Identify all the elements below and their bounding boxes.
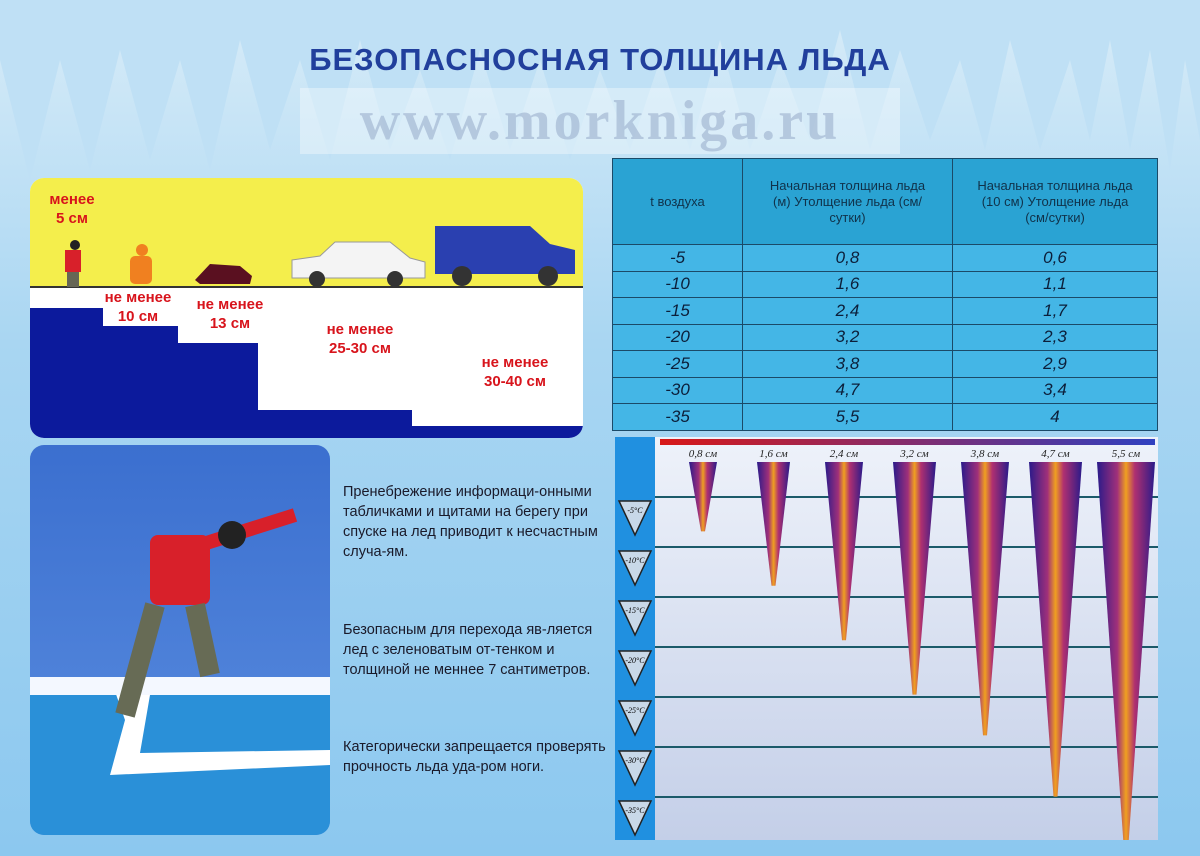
table-header-row: t воздуха Начальная толщина льда (м) Уто… <box>612 158 1158 245</box>
icicle-thickness-label: 1,6 см <box>759 448 787 460</box>
temperature-marker-icon <box>617 800 653 837</box>
table-row: -15 2,4 1,7 <box>612 297 1158 325</box>
table-cell: -25 <box>612 350 743 378</box>
thickness-label-13: не менее 13 см <box>196 296 264 332</box>
table-cell: 4,7 <box>742 376 953 404</box>
temperature-marker-icon <box>617 600 653 637</box>
table-cell: 3,2 <box>742 323 953 351</box>
paragraph-warning-signs: Пренебрежение информаци-онными табличкам… <box>343 484 598 560</box>
table-cell: -15 <box>612 297 743 325</box>
icicle-bar <box>689 462 717 532</box>
table-cell: 1,7 <box>952 297 1158 325</box>
icicle-bar <box>1029 462 1082 797</box>
icicle-thickness-label: 4,7 см <box>1041 448 1069 460</box>
icicle-bar <box>893 462 936 695</box>
paragraph-no-kick-test: Категорически запрещается проверять проч… <box>343 739 606 775</box>
snowmobile-icon <box>195 264 252 284</box>
table-row: -20 3,2 2,3 <box>612 323 1158 351</box>
person-falling-through-ice-icon <box>65 240 81 287</box>
table-row: -35 5,5 4 <box>612 403 1158 431</box>
table-cell: 4 <box>952 403 1158 431</box>
icicle-bar <box>1097 462 1155 840</box>
table-cell: 3,8 <box>742 350 953 378</box>
icicle-bar <box>961 462 1009 736</box>
icicle-thickness-label: 0,8 см <box>689 448 717 460</box>
icicle-bar <box>825 462 863 641</box>
thickness-label-30-40: не менее 30-40 см <box>481 354 549 390</box>
ice-thickness-scale-panel: менее 5 см не менее 10 см не менее 13 см не… <box>30 178 583 438</box>
paragraph-safe-ice: Безопасным для перехода яв-ляется лед с … <box>343 622 593 678</box>
icicle-bar <box>757 462 790 586</box>
table-cell: 1,6 <box>742 270 953 298</box>
table-cell: 2,4 <box>742 297 953 325</box>
temperature-marker-icon <box>617 650 653 687</box>
table-cell: 0,8 <box>742 244 953 272</box>
ice-fisherman-icon <box>130 244 152 284</box>
table-row: -10 1,6 1,1 <box>612 270 1158 298</box>
table-row: -5 0,8 0,6 <box>612 244 1158 272</box>
temperature-label: -20°C <box>625 656 645 665</box>
page-title: БЕЗОПАСНОСНАЯ ТОЛЩИНА ЛЬДА <box>309 42 891 77</box>
temperature-label: -15°C <box>625 606 645 615</box>
temperature-marker-icon <box>617 700 653 737</box>
table-cell: -20 <box>612 323 743 351</box>
icicle-thickness-label: 5,5 см <box>1112 448 1140 460</box>
thickness-label-25-30: не менее 25-30 см <box>326 321 394 357</box>
table-cell: -35 <box>612 403 743 431</box>
watermark: www.morkniga.ru <box>300 88 900 154</box>
table-cell: -5 <box>612 244 743 272</box>
temperature-label: -5°C <box>627 506 643 515</box>
table-cell: 0,6 <box>952 244 1158 272</box>
icicle-growth-chart: -5°C -10°C -15°C -20°C -25°C -30°C -35°C 0,8 см… <box>615 437 1158 840</box>
temperature-marker-icon <box>617 500 653 537</box>
car-icon <box>291 241 426 287</box>
ice-growth-table: t воздуха Начальная толщина льда (м) Уто… <box>612 158 1158 431</box>
temperature-label: -25°C <box>625 706 645 715</box>
temperature-label: -10°C <box>625 556 645 565</box>
col-header-temp: t воздуха <box>612 158 743 245</box>
table-cell: 1,1 <box>952 270 1158 298</box>
icicle-thickness-label: 3,8 см <box>970 448 999 460</box>
temperature-marker-icon <box>617 750 653 787</box>
person-on-ice-illustration <box>30 445 330 835</box>
icicle-thickness-label: 3,2 см <box>899 448 928 460</box>
thickness-label-10: не менее 10 см <box>104 289 172 325</box>
thickness-label-less-5: менее 5 см <box>49 191 95 227</box>
table-cell: -30 <box>612 376 743 404</box>
table-row: -30 4,7 3,4 <box>612 376 1158 404</box>
col-header-initial-10cm: Начальная толщина льда (10 см) Утолщение… <box>952 158 1158 245</box>
table-cell: 3,4 <box>952 376 1158 404</box>
table-row: -25 3,8 2,9 <box>612 350 1158 378</box>
table-cell: -10 <box>612 270 743 298</box>
temperature-marker-icon <box>617 550 653 587</box>
temperature-label: -35°C <box>625 806 645 815</box>
temperature-label: -30°C <box>625 756 645 765</box>
col-header-initial-m: Начальная толщина льда (м) Утолщение льд… <box>742 158 953 245</box>
icicle-thickness-label: 2,4 см <box>830 448 858 460</box>
pickup-truck-icon <box>435 226 575 286</box>
table-cell: 2,9 <box>952 350 1158 378</box>
table-cell: 5,5 <box>742 403 953 431</box>
table-cell: 2,3 <box>952 323 1158 351</box>
